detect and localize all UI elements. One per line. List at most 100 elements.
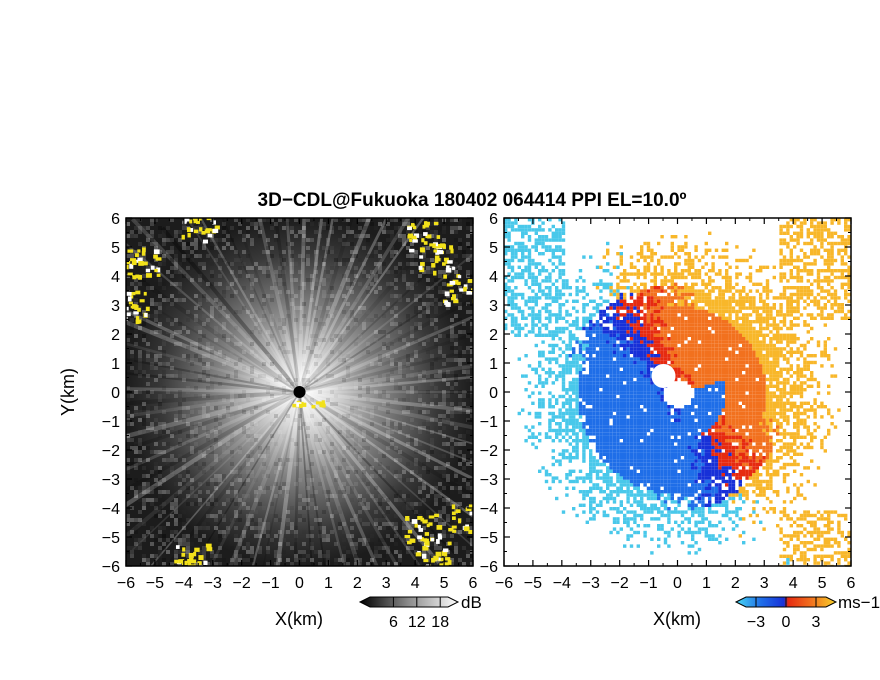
velocity-cell: [510, 245, 515, 249]
velocity-cells: [504, 218, 851, 566]
velocity-cell: [538, 422, 542, 426]
velocity-cell: [541, 221, 545, 225]
snr-cell: [246, 274, 250, 278]
snr-cell: [438, 514, 442, 518]
velocity-cell: [578, 371, 583, 375]
snr-overlay-cell: [469, 511, 473, 516]
velocity-cell: [626, 456, 630, 460]
snr-cell: [274, 222, 278, 226]
snr-cell: [418, 398, 422, 402]
velocity-cell: [609, 507, 613, 511]
velocity-cell: [602, 408, 606, 412]
snr-cell: [330, 450, 334, 454]
snr-cell: [350, 270, 354, 274]
snr-cell: [454, 338, 458, 342]
snr-cell: [230, 270, 234, 274]
velocity-cell: [616, 330, 620, 334]
velocity-cell: [592, 377, 596, 382]
snr-cell: [466, 550, 470, 554]
velocity-cell: [612, 320, 617, 324]
velocity-cell: [527, 258, 532, 263]
snr-overlay-cell: [412, 239, 418, 243]
snr-cell: [246, 558, 250, 562]
velocity-cell: [561, 401, 566, 405]
velocity-cell: [592, 408, 596, 412]
snr-cell: [214, 394, 218, 398]
velocity-cell: [544, 473, 549, 477]
snr-cell: [446, 250, 450, 254]
snr-overlay-cell: [447, 541, 452, 546]
velocity-cell: [592, 306, 596, 310]
snr-cell: [318, 346, 322, 350]
snr-overlay-cell: [181, 234, 185, 240]
snr-cell: [214, 330, 218, 334]
snr-overlay-cell: [130, 304, 136, 309]
snr-cell: [410, 334, 414, 338]
velocity-cell: [561, 286, 566, 290]
snr-cell: [198, 250, 202, 254]
snr-cell: [430, 362, 434, 366]
snr-cell: [306, 386, 310, 390]
snr-cell: [130, 462, 134, 466]
snr-cell: [166, 250, 170, 254]
snr-cell: [450, 562, 454, 566]
velocity-cell: [544, 309, 549, 314]
snr-cell: [182, 242, 186, 246]
snr-cell: [214, 502, 218, 506]
snr-cell: [282, 282, 286, 286]
snr-cell: [162, 546, 166, 550]
snr-cell: [290, 458, 294, 462]
snr-cell: [230, 350, 234, 354]
velocity-cell: [629, 367, 634, 371]
snr-cell: [274, 278, 278, 282]
snr-cell: [414, 254, 418, 258]
snr-cell: [250, 450, 254, 454]
snr-cell: [314, 270, 318, 274]
snr-cell: [346, 470, 350, 474]
velocity-cell: [619, 425, 623, 429]
velocity-cell: [599, 418, 603, 422]
snr-cell: [302, 282, 306, 286]
snr-cell: [414, 538, 418, 542]
velocity-cell: [578, 326, 583, 331]
snr-cell: [174, 494, 178, 498]
snr-overlay-cell: [139, 299, 145, 303]
snr-cell: [294, 278, 298, 282]
velocity-cell: [582, 391, 586, 395]
snr-cell: [282, 418, 286, 422]
velocity-cell: [623, 330, 627, 334]
velocity-cell: [643, 398, 647, 402]
snr-cell: [302, 258, 306, 262]
velocity-cell: [616, 476, 620, 480]
snr-cell: [438, 402, 442, 406]
velocity-cell: [592, 299, 596, 303]
velocity-cell: [623, 306, 627, 310]
velocity-cell: [572, 425, 576, 429]
snr-cell: [218, 422, 222, 426]
snr-cell: [366, 318, 370, 322]
snr-cell: [418, 326, 422, 330]
snr-cell: [274, 562, 278, 566]
snr-cell: [470, 482, 473, 486]
snr-ray: [297, 218, 372, 393]
velocity-cell: [633, 476, 637, 480]
snr-cell: [234, 430, 238, 434]
snr-cell: [154, 290, 158, 294]
snr-cell: [194, 462, 198, 466]
snr-cell: [206, 414, 210, 418]
snr-cell: [326, 278, 330, 282]
velocity-cell: [544, 323, 549, 327]
snr-overlay-cell: [412, 225, 417, 230]
snr-cell: [302, 242, 306, 246]
velocity-cell: [640, 337, 644, 341]
snr-cell: [162, 342, 166, 346]
snr-cell: [334, 474, 338, 478]
velocity-cell: [578, 391, 583, 395]
snr-cell: [450, 414, 454, 418]
snr-cell: [342, 342, 346, 346]
snr-cell: [362, 226, 366, 230]
snr-cell: [250, 518, 254, 522]
snr-overlay-cell: [154, 268, 158, 273]
velocity-cell: [582, 309, 586, 314]
velocity-cell: [599, 486, 603, 490]
